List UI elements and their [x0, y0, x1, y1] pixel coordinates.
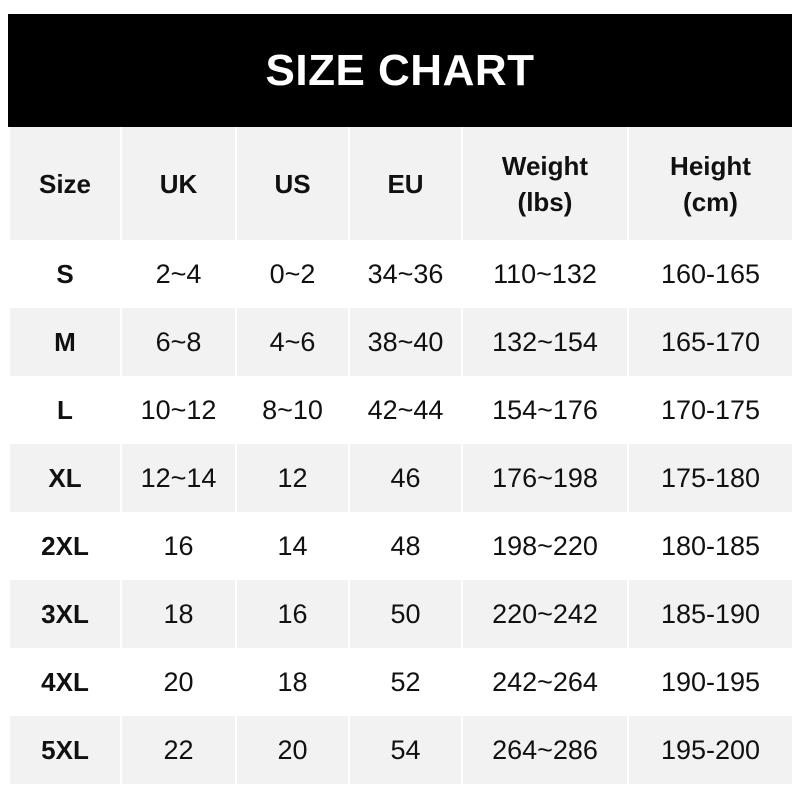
table-cell: 50 [348, 580, 463, 648]
table-cell: 46 [348, 444, 463, 512]
size-chart-table: Size UK US EU Weight (lbs) Height (cm) S 2~4 0~2 3… [8, 127, 794, 784]
column-header-line2: (lbs) [517, 186, 573, 217]
table-cell: 12~14 [120, 444, 237, 512]
table-cell: 34~36 [348, 240, 463, 308]
column-header: UK [120, 127, 237, 240]
table-cell: 18 [235, 648, 350, 716]
table-row: M 6~8 4~6 38~40 132~154 165-170 [8, 308, 794, 376]
table-cell: 0~2 [235, 240, 350, 308]
table-cell: 10~12 [120, 376, 237, 444]
table-cell: 38~40 [348, 308, 463, 376]
table-cell: 165-170 [627, 308, 794, 376]
table-cell: 160-165 [627, 240, 794, 308]
table-cell: 242~264 [461, 648, 629, 716]
table-cell: 180-185 [627, 512, 794, 580]
table-cell: 20 [235, 716, 350, 784]
table-row: 3XL 18 16 50 220~242 185-190 [8, 580, 794, 648]
column-header-line1: US [274, 168, 311, 199]
header-row: Size UK US EU Weight (lbs) Height (cm) [8, 127, 794, 240]
table-cell: 20 [120, 648, 237, 716]
table-cell: 52 [348, 648, 463, 716]
column-header: US [235, 127, 350, 240]
size-cell: S [8, 240, 122, 308]
table-cell: 16 [120, 512, 237, 580]
table-cell: 54 [348, 716, 463, 784]
table-row: XL 12~14 12 46 176~198 175-180 [8, 444, 794, 512]
column-header: Size [8, 127, 122, 240]
table-cell: 170-175 [627, 376, 794, 444]
size-cell: 4XL [8, 648, 122, 716]
table-cell: 48 [348, 512, 463, 580]
column-header: EU [348, 127, 463, 240]
table-cell: 110~132 [461, 240, 629, 308]
column-header-line1: Weight [501, 150, 589, 181]
table-cell: 8~10 [235, 376, 350, 444]
column-header-line1: EU [387, 168, 424, 199]
size-cell: 3XL [8, 580, 122, 648]
table-cell: 4~6 [235, 308, 350, 376]
table-cell: 42~44 [348, 376, 463, 444]
size-cell: 2XL [8, 512, 122, 580]
table-row: S 2~4 0~2 34~36 110~132 160-165 [8, 240, 794, 308]
column-header-line1: Height [670, 150, 751, 181]
table-cell: 190-195 [627, 648, 794, 716]
table-cell: 2~4 [120, 240, 237, 308]
size-cell: M [8, 308, 122, 376]
table-cell: 220~242 [461, 580, 629, 648]
table-cell: 195-200 [627, 716, 794, 784]
table-cell: 198~220 [461, 512, 629, 580]
table-cell: 176~198 [461, 444, 629, 512]
table-cell: 264~286 [461, 716, 629, 784]
table-row: 5XL 22 20 54 264~286 195-200 [8, 716, 794, 784]
column-header: Weight (lbs) [461, 127, 629, 240]
table-cell: 132~154 [461, 308, 629, 376]
table-row: 4XL 20 18 52 242~264 190-195 [8, 648, 794, 716]
table-cell: 12 [235, 444, 350, 512]
table-cell: 16 [235, 580, 350, 648]
table-cell: 154~176 [461, 376, 629, 444]
table-cell: 185-190 [627, 580, 794, 648]
table-cell: 175-180 [627, 444, 794, 512]
column-header-line2: (cm) [683, 186, 738, 217]
size-cell: XL [8, 444, 122, 512]
column-header-line1: Size [38, 168, 92, 199]
table-cell: 22 [120, 716, 237, 784]
table-cell: 14 [235, 512, 350, 580]
table-cell: 6~8 [120, 308, 237, 376]
size-cell: L [8, 376, 122, 444]
size-chart-title: SIZE CHART [8, 14, 792, 127]
size-cell: 5XL [8, 716, 122, 784]
table-row: L 10~12 8~10 42~44 154~176 170-175 [8, 376, 794, 444]
table-cell: 18 [120, 580, 237, 648]
column-header: Height (cm) [627, 127, 794, 240]
table-row: 2XL 16 14 48 198~220 180-185 [8, 512, 794, 580]
column-header-line1: UK [159, 168, 198, 199]
